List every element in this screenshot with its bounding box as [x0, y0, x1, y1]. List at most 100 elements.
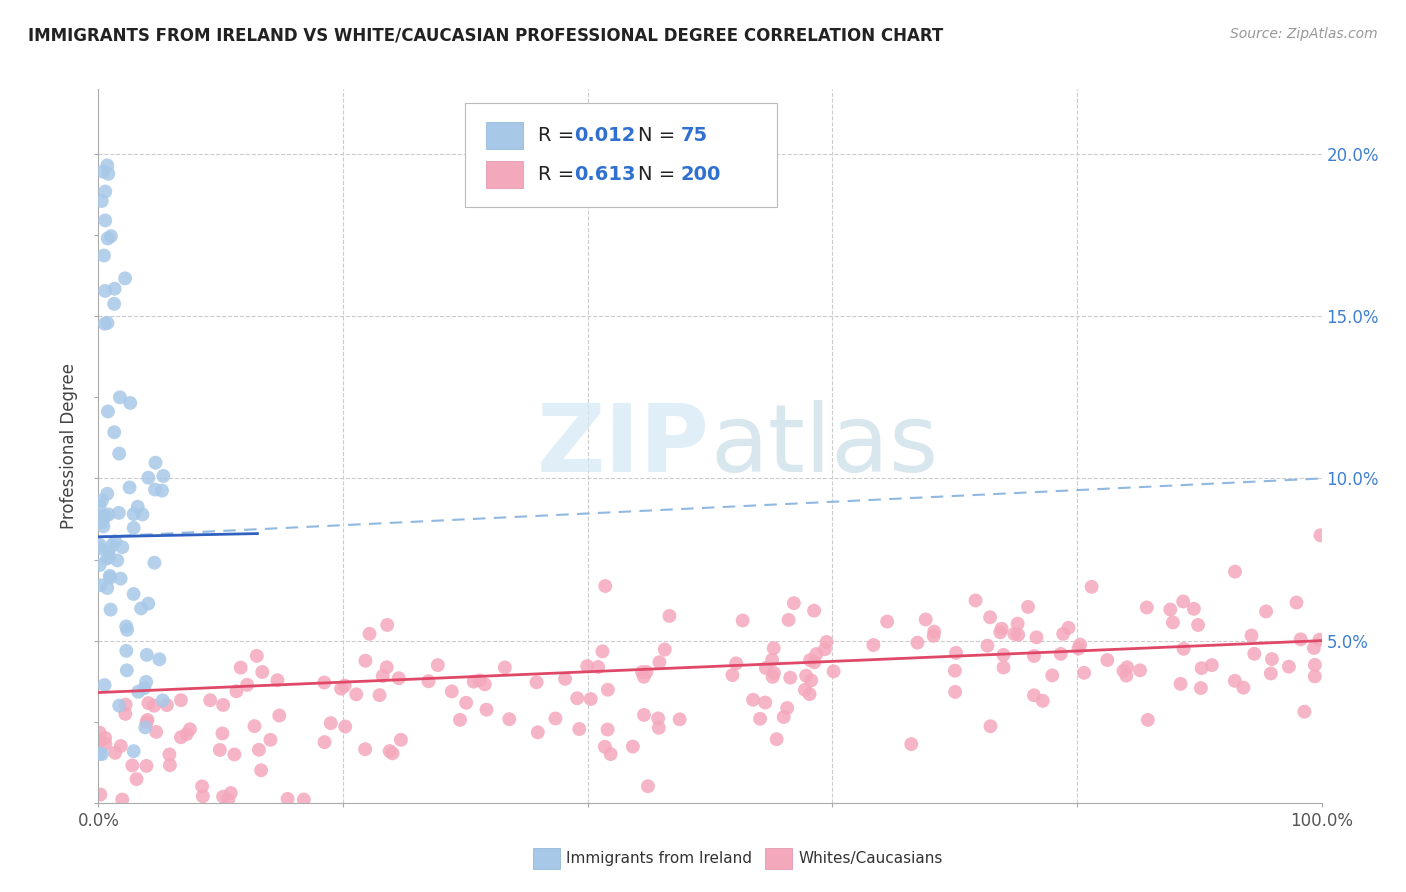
Point — [1049, 647, 1071, 661]
Point — [108, 390, 131, 404]
Point — [89, 558, 111, 572]
Text: ZIP: ZIP — [537, 400, 710, 492]
Point — [990, 622, 1012, 636]
FancyBboxPatch shape — [465, 103, 778, 207]
Point — [976, 639, 998, 653]
Point — [259, 732, 281, 747]
Point — [1285, 595, 1308, 609]
Point — [1189, 681, 1212, 695]
Point — [637, 779, 659, 793]
Point — [134, 681, 156, 695]
Point — [647, 711, 669, 725]
Text: N =: N = — [638, 126, 675, 145]
Point — [1017, 599, 1039, 614]
Point — [136, 597, 159, 611]
Point — [97, 508, 120, 522]
Point — [762, 670, 785, 684]
Text: R =: R = — [537, 126, 581, 145]
Point — [494, 660, 516, 674]
Point — [292, 792, 315, 806]
Point — [721, 668, 744, 682]
Point — [97, 167, 120, 181]
Point — [217, 792, 239, 806]
Point — [212, 789, 235, 804]
Point — [111, 540, 134, 554]
Point — [648, 655, 671, 669]
Point — [742, 692, 765, 706]
Point — [125, 772, 148, 786]
Point — [1243, 647, 1265, 661]
Point — [1223, 673, 1246, 688]
Point — [1260, 666, 1282, 681]
Point — [621, 739, 644, 754]
Text: 0.613: 0.613 — [574, 165, 636, 185]
Point — [631, 665, 654, 679]
Point — [170, 730, 193, 744]
Point — [1022, 648, 1045, 663]
Point — [567, 691, 589, 706]
Point — [1182, 602, 1205, 616]
Point — [114, 706, 136, 721]
Point — [354, 742, 377, 756]
Point — [94, 284, 117, 298]
Point — [145, 456, 167, 470]
Point — [135, 759, 157, 773]
Point — [1159, 602, 1181, 616]
Point — [794, 669, 817, 683]
Point — [115, 619, 138, 633]
Point — [731, 614, 754, 628]
Point — [755, 661, 778, 675]
Point — [335, 719, 357, 733]
Point — [152, 469, 174, 483]
Point — [761, 653, 783, 667]
Point — [762, 641, 785, 656]
Point — [91, 493, 114, 508]
Point — [554, 672, 576, 686]
Point — [596, 682, 619, 697]
Point — [148, 652, 170, 666]
Point — [1002, 627, 1025, 641]
Point — [862, 638, 884, 652]
Point — [1136, 713, 1159, 727]
Point — [89, 578, 111, 592]
Point — [131, 508, 153, 522]
Point — [658, 609, 681, 624]
Point — [191, 789, 214, 804]
Point — [314, 675, 336, 690]
Point — [823, 665, 845, 679]
Point — [1025, 630, 1047, 644]
Point — [93, 248, 115, 262]
Point — [1097, 653, 1119, 667]
Point — [636, 665, 658, 679]
Point — [98, 550, 121, 565]
Point — [344, 687, 367, 701]
Point — [1129, 663, 1152, 677]
Point — [633, 670, 655, 684]
Point — [993, 648, 1015, 662]
Point — [993, 660, 1015, 674]
Point — [1173, 594, 1195, 608]
Point — [314, 735, 336, 749]
Point — [1136, 600, 1159, 615]
Point — [94, 509, 117, 524]
Point — [907, 635, 929, 649]
Text: Whites/Caucasians: Whites/Caucasians — [799, 851, 942, 866]
Point — [1112, 664, 1135, 678]
Point — [111, 792, 134, 806]
Point — [799, 687, 821, 701]
Point — [89, 538, 111, 552]
Point — [799, 653, 821, 667]
Point — [1173, 641, 1195, 656]
Text: Immigrants from Ireland: Immigrants from Ireland — [565, 851, 752, 866]
Point — [170, 693, 193, 707]
Point — [1191, 661, 1213, 675]
Point — [979, 610, 1001, 624]
Point — [104, 282, 127, 296]
Point — [988, 625, 1011, 640]
Point — [94, 185, 117, 199]
Text: 200: 200 — [681, 165, 721, 185]
Point — [94, 731, 117, 745]
Point — [115, 623, 138, 637]
Point — [191, 780, 214, 794]
Point — [110, 739, 132, 753]
